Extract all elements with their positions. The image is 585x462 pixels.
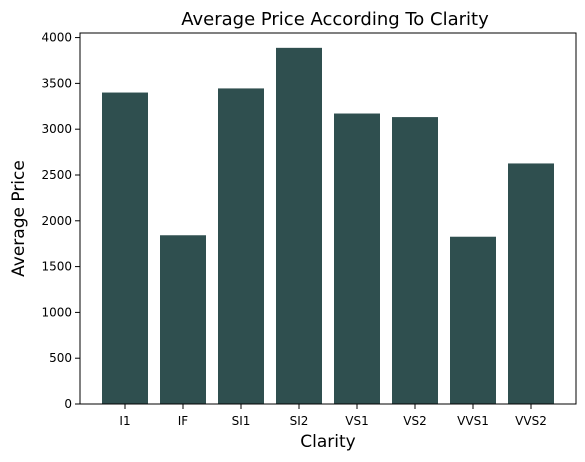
y-tick-label: 1000 (41, 305, 72, 319)
chart-title: Average Price According To Clarity (181, 9, 489, 30)
bar-si1 (218, 88, 264, 405)
y-tick-label: 0 (64, 397, 72, 411)
bar-if (160, 235, 206, 404)
y-tick-label: 3500 (41, 76, 72, 90)
x-tick-label: IF (178, 414, 189, 428)
y-tick-label: 3000 (41, 122, 72, 136)
bar-i1 (102, 92, 148, 404)
bar-vs2 (392, 117, 438, 404)
y-tick-label: 4000 (41, 31, 72, 45)
x-tick-label: VVS2 (515, 414, 547, 428)
bar-vvs1 (450, 236, 496, 404)
x-tick-label: SI1 (232, 414, 251, 428)
y-tick-label: 500 (49, 351, 72, 365)
y-tick-label: 2500 (41, 168, 72, 182)
x-tick-label: I1 (119, 414, 130, 428)
bar-si2 (276, 47, 322, 405)
x-tick-label: SI2 (290, 414, 309, 428)
x-axis-label: Clarity (300, 432, 355, 452)
x-tick-label: VS1 (345, 414, 368, 428)
bars-group (102, 47, 554, 405)
x-tick-label: VS2 (403, 414, 426, 428)
x-axis-ticks: I1 IF SI1 SI2 VS1 VS2 VVS1 VVS2 (119, 404, 547, 428)
y-tick-label: 2000 (41, 214, 72, 228)
y-tick-label: 1500 (41, 260, 72, 274)
x-tick-label: VVS1 (457, 414, 489, 428)
bar-vs1 (334, 113, 380, 405)
y-axis-label: Average Price (9, 160, 29, 277)
bar-vvs2 (508, 163, 554, 404)
y-axis-ticks: 0 500 1000 1500 2000 2500 3000 3500 4000 (41, 31, 80, 411)
plot-area-frame (79, 32, 577, 405)
